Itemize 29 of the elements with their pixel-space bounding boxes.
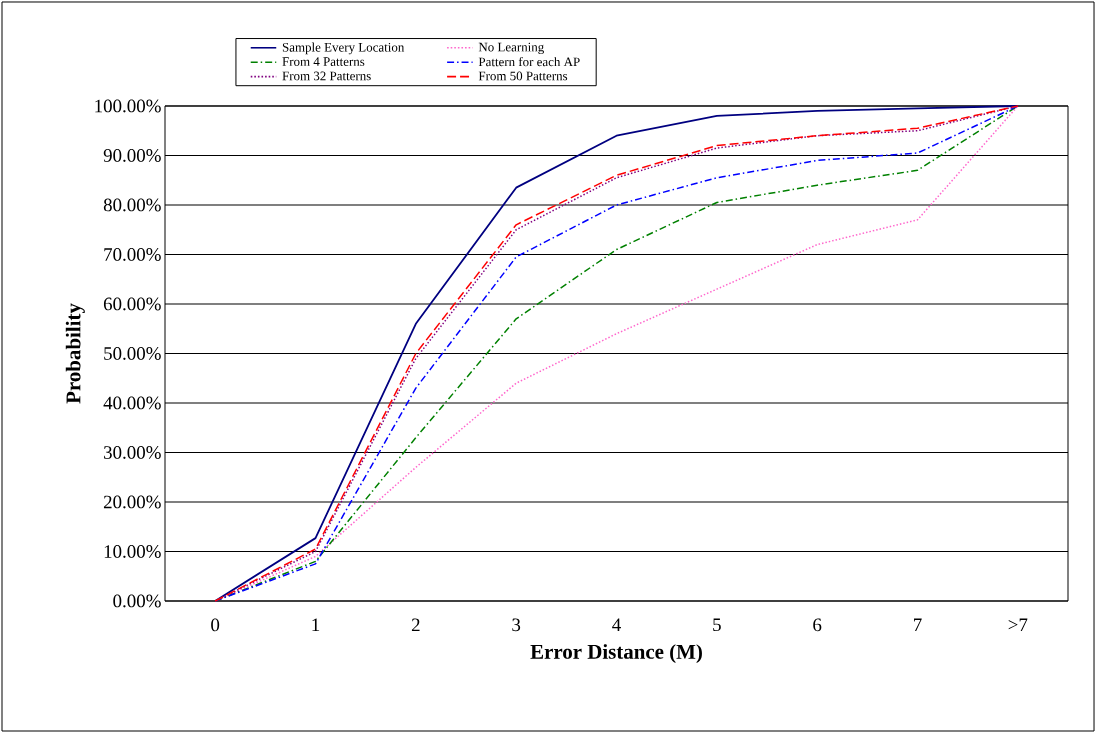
x-tick-label: 5 xyxy=(713,618,721,632)
legend-label: Pattern for each AP xyxy=(478,56,580,67)
x-tick-label: 6 xyxy=(813,618,822,632)
y-tick-label: 10.00% xyxy=(104,545,161,558)
x-tick-label: 0 xyxy=(211,618,220,632)
y-tick-label: 40.00% xyxy=(103,396,161,410)
x-tick-label: 2 xyxy=(411,618,420,632)
y-axis-title: Probability xyxy=(65,303,85,404)
x-tick-label: 1 xyxy=(312,618,320,632)
x-tick-label: 7 xyxy=(914,618,922,631)
line-series xyxy=(214,105,1019,602)
legend-label: From 50 Patterns xyxy=(478,71,568,81)
legend-label: No Learning xyxy=(478,42,544,55)
legend-label: Sample Every Location xyxy=(282,42,405,55)
y-tick-label: 80.00% xyxy=(103,198,161,212)
y-tick-label: 70.00% xyxy=(104,248,161,261)
x-tick-label: 3 xyxy=(512,618,521,632)
x-axis-title: Error Distance (M) xyxy=(530,644,702,664)
legend-label: From 32 Patterns xyxy=(282,71,371,81)
legend-label: From 4 Patterns xyxy=(282,57,365,66)
x-tick-label: 4 xyxy=(612,618,621,631)
y-tick-label: 90.00% xyxy=(103,149,161,162)
x-tick-label: >7 xyxy=(1008,618,1028,631)
y-tick-label: 30.00% xyxy=(104,446,161,459)
y-tick-label: 50.00% xyxy=(104,347,161,360)
y-tick-label: 0.00% xyxy=(113,594,161,608)
y-tick-label: 60.00% xyxy=(103,297,161,311)
y-tick-label: 20.00% xyxy=(103,495,161,509)
y-tick-label: 100.00% xyxy=(95,99,161,113)
